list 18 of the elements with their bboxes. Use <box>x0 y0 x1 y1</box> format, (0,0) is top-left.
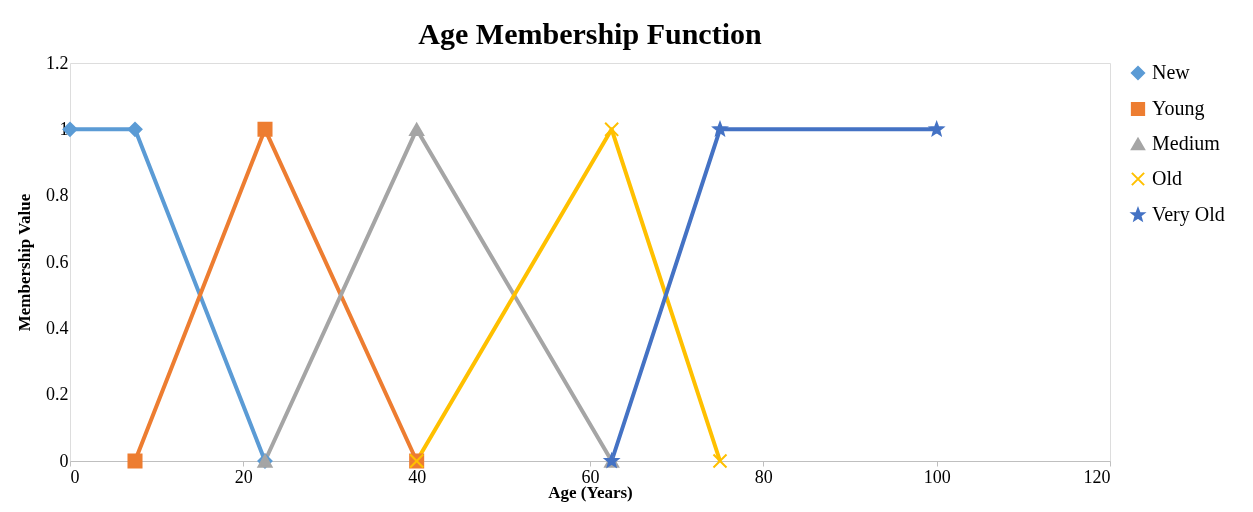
y-tick-label: 0 <box>59 450 69 471</box>
x-tick-label: 40 <box>408 466 427 487</box>
x-tick-label: 100 <box>923 466 951 487</box>
legend-label: Young <box>1152 97 1205 120</box>
legend-label: Medium <box>1152 132 1221 154</box>
x-tick-label: 80 <box>754 466 773 487</box>
legend-label: Old <box>1152 167 1182 189</box>
x-tick-label: 120 <box>1083 466 1111 487</box>
y-axis-title: Membership Value <box>15 193 34 332</box>
y-tick-label: 0.8 <box>46 185 69 206</box>
x-tick-label: 20 <box>234 466 253 487</box>
chart-title: Age Membership Function <box>418 17 762 50</box>
y-tick-label: 0.6 <box>46 251 69 272</box>
y-tick-label: 0.2 <box>46 384 69 405</box>
y-tick-label: 1.2 <box>46 52 69 73</box>
y-tick-label: 0.4 <box>46 317 69 338</box>
legend-label: New <box>1152 61 1191 83</box>
legend-label: Very Old <box>1152 203 1225 226</box>
